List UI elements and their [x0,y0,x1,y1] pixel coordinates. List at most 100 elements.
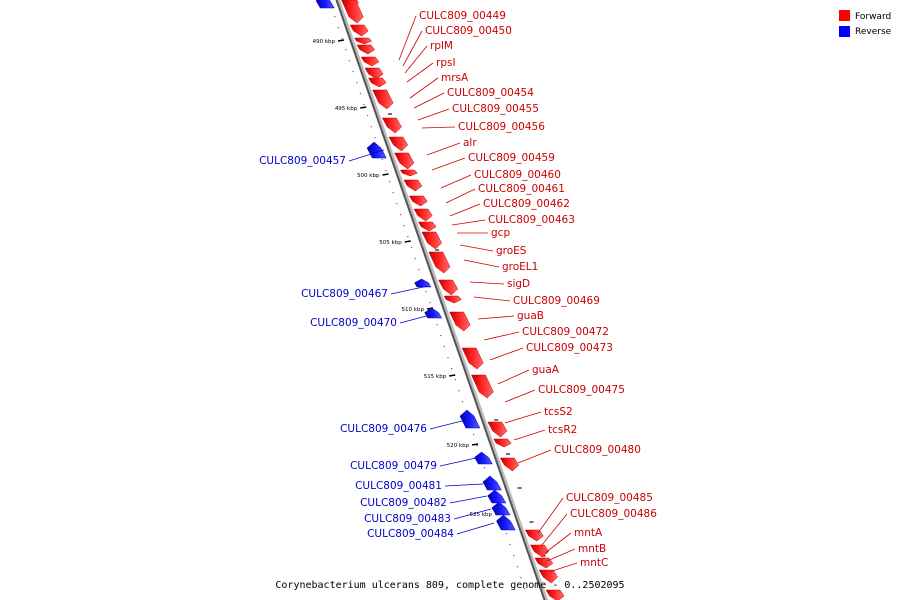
gene-arrow-reverse [482,475,502,491]
gene-leader-line [544,532,572,554]
gene-label: CULC809_00486 [570,508,657,520]
genome-backbone [335,0,549,600]
gene-arrow-forward [443,295,462,304]
gene-label: gcp [491,227,510,239]
backbone-line [335,0,546,600]
gene-leader-line [504,411,542,424]
scale-dot [410,247,413,249]
gene-leader-line [548,562,578,573]
scale-dot [414,258,416,260]
scale-dot [451,368,453,370]
gene-arrow-forward [461,347,484,370]
gene-arrow-reverse [487,489,507,504]
scale-tick-label: 505 kbp [379,240,402,246]
scale-dot [513,555,515,557]
gene-leader-line [421,126,456,129]
scale-dot [418,269,420,271]
gene-leader-line [409,77,439,99]
gene-label: CULC809_00455 [452,103,539,115]
scale-dot [440,335,442,337]
scale-dot [483,467,486,469]
scale-dot [472,434,475,436]
scale-tick-label: 500 kbp [357,173,380,179]
scale-dot [447,357,449,359]
gene-leader-line [431,157,466,171]
gene-arrow-forward [364,67,384,80]
gene-leader-line [445,188,476,204]
gene-arrow-forward [421,231,443,250]
gene-leader-line [404,45,428,74]
gene-arrow-forward [545,589,565,600]
gene-label: CULC809_00473 [526,342,613,354]
scale-dot [367,115,369,117]
scale-tick-label: 520 kbp [447,443,470,449]
gene-label: guaA [532,364,560,376]
gene-leader-line [546,548,576,562]
gene-leader-line [398,15,417,61]
scale-dot [509,544,511,546]
gene-leader-line [390,285,429,295]
legend-swatch-reverse [839,26,850,37]
gene-leader-line [451,219,486,226]
gene-label: tcsS2 [544,406,573,418]
gene-leader-line [456,522,495,535]
gene-label: groEL1 [502,261,538,273]
gene-label: mntC [580,557,608,569]
gene-leader-line [402,30,423,67]
scale-dot [363,104,365,106]
gene-arrow-forward [356,44,376,55]
gene-label: CULC809_00454 [447,87,534,99]
scale-dot [356,82,358,84]
gene-leader-line [399,313,435,324]
gene-label: CULC809_00483 [364,513,451,525]
gene-label: guaB [517,310,544,322]
scale-dot [359,93,361,95]
legend-swatch-forward [839,10,850,21]
gene-arrow-reverse [315,0,335,9]
gene-arrow-forward [354,37,373,45]
scale-dot [381,159,383,161]
gene-arrow-forward [368,77,387,88]
scale-dot [399,214,402,216]
gene-arrow-forward [487,421,508,438]
gene-label: mntA [574,527,603,539]
scale-tick-label: 510 kbp [402,307,425,313]
scale-major-tick [382,173,389,176]
gene-label: CULC809_00485 [566,492,653,504]
gene-leader-line [489,347,524,361]
gene-label: CULC809_00481 [355,480,442,492]
gene-arrow-forward [428,251,451,274]
gene-arrow-forward [409,195,428,207]
gene-leader-line [459,244,494,252]
scale-dot [524,588,526,590]
scale-dot [337,27,340,29]
gene-leader-line [463,259,500,268]
gene-leader-line [469,281,505,285]
gene-label: alr [463,137,477,149]
scale-tick-label: 525 kbp [470,512,493,518]
gene-label: CULC809_00459 [468,152,555,164]
gene-label: CULC809_00456 [458,121,545,133]
gene-label: groES [496,245,527,257]
gene-arrow-reverse [459,409,481,429]
scale-dot [388,181,391,183]
gene-arrow-forward [418,221,437,232]
backbone-shadow [335,0,549,600]
scale-dot [436,324,438,326]
scale-dot [458,390,460,392]
gene-arrow-forward [399,169,418,177]
gene-arrow-forward [413,208,433,222]
gene-label: rplM [430,40,453,52]
gene-arrow-forward [524,529,544,542]
gene-label: tcsR2 [548,424,577,436]
scale-dot [370,126,372,128]
scale-dot [520,577,522,579]
gene-arrow-reverse [414,278,432,288]
scale-tick-label: 515 kbp [424,374,447,380]
gene-label: CULC809_00457 [259,155,346,167]
gene-arrow-forward [381,117,402,134]
gene-leader-line [540,513,568,547]
gene-label: CULC809_00475 [538,384,625,396]
gene-label: CULC809_00476 [340,423,427,435]
gene-arrow-forward [388,136,409,152]
